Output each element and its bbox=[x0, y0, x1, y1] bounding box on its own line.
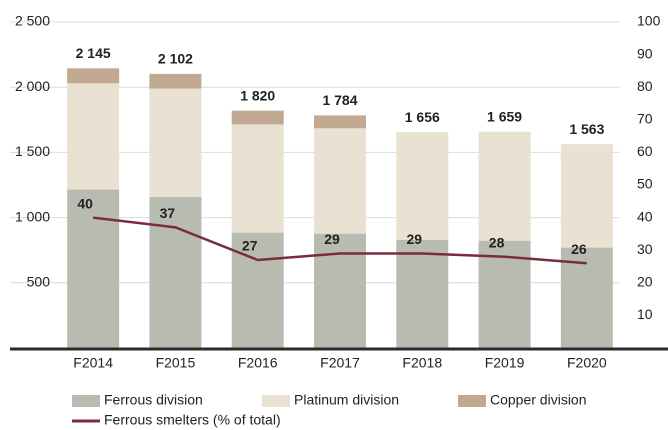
x-tick-label: F2014 bbox=[73, 355, 113, 371]
bar-segment bbox=[396, 132, 449, 240]
y2-tick-label: 90 bbox=[637, 45, 653, 61]
bar-segment bbox=[231, 124, 284, 233]
y2-tick-label: 50 bbox=[637, 176, 653, 192]
bar-segment bbox=[149, 88, 202, 197]
line-value-label: 28 bbox=[489, 234, 505, 250]
y2-tick-label: 60 bbox=[637, 143, 653, 159]
y-tick-label: 500 bbox=[27, 274, 51, 290]
bar-segment bbox=[231, 110, 284, 125]
line-value-label: 27 bbox=[242, 238, 258, 254]
bar-segment bbox=[314, 128, 366, 234]
line-value-label: 37 bbox=[160, 205, 176, 221]
line-value-label: 40 bbox=[77, 195, 93, 211]
total-label: 1 659 bbox=[487, 108, 522, 124]
y2-tick-label: 70 bbox=[637, 111, 653, 127]
y2-tick-label: 10 bbox=[637, 306, 653, 322]
y2-tick-label: 20 bbox=[637, 274, 653, 290]
line-value-label: 29 bbox=[406, 231, 422, 247]
bar-segment bbox=[560, 144, 613, 248]
total-label: 1 656 bbox=[405, 109, 440, 125]
y2-tick-label: 80 bbox=[637, 78, 653, 94]
bar-segment bbox=[560, 247, 613, 348]
legend-label: Ferrous division bbox=[104, 392, 203, 408]
legend-label: Platinum division bbox=[294, 392, 399, 408]
bar-segment bbox=[478, 131, 531, 241]
x-tick-label: F2018 bbox=[402, 355, 442, 371]
legend-label: Copper division bbox=[490, 392, 587, 408]
bar-segment bbox=[67, 68, 120, 84]
x-tick-label: F2016 bbox=[238, 355, 278, 371]
x-tick-label: F2019 bbox=[485, 355, 525, 371]
total-label: 2 145 bbox=[76, 45, 111, 61]
total-label: 2 102 bbox=[158, 51, 193, 67]
bar-segment bbox=[314, 233, 366, 348]
legend-label: Ferrous smelters (% of total) bbox=[104, 412, 281, 428]
total-label: 1 563 bbox=[569, 121, 604, 137]
y2-tick-label: 100 bbox=[637, 13, 661, 29]
bar-segment bbox=[149, 73, 202, 89]
y-tick-label: 1 500 bbox=[15, 143, 50, 159]
legend-swatch bbox=[458, 395, 486, 407]
legend-swatch bbox=[72, 395, 100, 407]
y2-tick-label: 30 bbox=[637, 241, 653, 257]
x-tick-label: F2017 bbox=[320, 355, 360, 371]
y-tick-label: 2 000 bbox=[15, 78, 50, 94]
total-label: 1 784 bbox=[322, 92, 357, 108]
y-tick-label: 2 500 bbox=[15, 13, 50, 29]
y2-tick-label: 40 bbox=[637, 208, 653, 224]
line-value-label: 29 bbox=[324, 231, 340, 247]
bar-segment bbox=[231, 232, 284, 348]
bar-segment bbox=[67, 189, 120, 348]
x-tick-label: F2020 bbox=[567, 355, 607, 371]
bar-segment bbox=[149, 196, 202, 348]
y-tick-label: 1 000 bbox=[15, 208, 50, 224]
total-label: 1 820 bbox=[240, 87, 275, 103]
legend-swatch bbox=[262, 395, 290, 407]
x-tick-label: F2015 bbox=[156, 355, 196, 371]
line-series bbox=[92, 216, 587, 265]
bar-segment bbox=[314, 115, 366, 129]
bar-segment bbox=[396, 239, 449, 348]
line-value-label: 26 bbox=[571, 241, 587, 257]
bar-segment bbox=[67, 83, 120, 190]
